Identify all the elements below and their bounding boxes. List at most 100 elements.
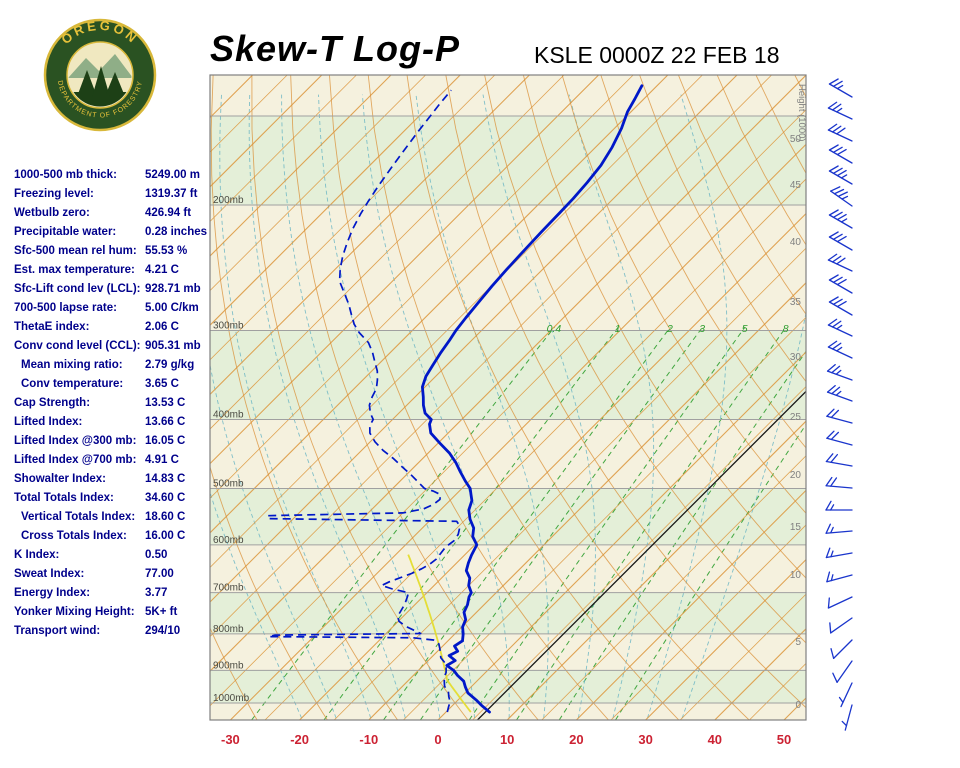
- index-label: 1000-500 mb thick:: [14, 169, 117, 181]
- index-row: Cross Totals Index: 16.00 C: [14, 527, 219, 546]
- wind-barb: [828, 209, 853, 229]
- mixing-ratio-line: [468, 326, 746, 720]
- wind-barb: [826, 430, 853, 446]
- dry-adiabat-line: [600, 75, 806, 449]
- index-label: Cap Strength:: [14, 397, 91, 409]
- isotherm-line: [472, 386, 806, 720]
- moist-adiabat-line: [361, 94, 510, 719]
- odf-logo: OREGON DEPARTMENT OF FORESTRY: [43, 18, 157, 132]
- index-value: 3.65 C: [145, 378, 179, 390]
- wind-barb: [841, 704, 853, 731]
- index-label: Total Totals Index:: [14, 492, 114, 504]
- x-axis-tick-label: 50: [777, 732, 791, 747]
- dry-adiabat-line: [639, 75, 806, 383]
- index-row: Sfc-Lift cond lev (LCL): 928.71 mb: [14, 280, 219, 299]
- isotherm-line: [264, 178, 806, 720]
- moist-adiabat-line: [210, 362, 337, 719]
- isotherm-line: [403, 316, 806, 720]
- x-axis-tick-label: -20: [290, 732, 309, 747]
- index-value: 294/10: [145, 625, 181, 637]
- index-label: Transport wind:: [14, 625, 101, 637]
- wind-barb: [828, 296, 853, 316]
- wind-barb: [830, 639, 853, 660]
- isotherm-line: [299, 212, 806, 720]
- band-green: [210, 330, 806, 420]
- index-value: 3.77: [145, 587, 168, 599]
- index-row: Conv temperature: 3.65 C: [14, 375, 219, 394]
- index-value: 2.06 C: [145, 321, 179, 333]
- isotherm-line: [819, 75, 960, 720]
- wind-barb: [828, 231, 853, 251]
- x-axis-tick-label: 30: [638, 732, 652, 747]
- wind-barb: [830, 186, 853, 207]
- isotherm-line: [210, 75, 496, 361]
- dry-adiabat-line: [523, 75, 806, 579]
- mixing-ratio-label: 3: [699, 323, 705, 335]
- isotherm-line: [210, 75, 634, 499]
- band-green: [210, 488, 806, 545]
- isotherm-line: [210, 75, 392, 257]
- pressure-label: 800mb: [213, 624, 244, 635]
- wind-barb: [827, 318, 853, 337]
- mixing-ratio-line: [251, 326, 555, 720]
- dry-adiabat-line: [367, 75, 680, 720]
- index-value: 16.00 C: [145, 530, 186, 542]
- index-label: Sfc-Lift cond lev (LCL):: [14, 283, 141, 295]
- index-value: 5K+ ft: [145, 606, 178, 618]
- wind-barb: [825, 476, 853, 489]
- isotherm-line: [506, 420, 806, 720]
- index-value: 13.66 C: [145, 416, 186, 428]
- index-row: Transport wind: 294/10: [14, 622, 219, 641]
- moist-adiabat-line: [248, 94, 406, 719]
- index-row: Yonker Mixing Height: 5K+ ft: [14, 603, 219, 622]
- wind-barb: [827, 123, 853, 142]
- isotherm-line: [210, 75, 738, 603]
- pressure-label: 300mb: [213, 320, 244, 331]
- index-row: Energy Index: 3.77: [14, 584, 219, 603]
- x-axis-tick-label: 40: [708, 732, 722, 747]
- mixing-ratio-label: 5: [742, 323, 748, 335]
- index-value: 1319.37 ft: [145, 188, 198, 200]
- index-value: 77.00: [145, 568, 174, 580]
- height-tick-label: 45: [790, 180, 802, 191]
- index-label: Freezing level:: [14, 188, 94, 200]
- isotherm-line: [210, 75, 323, 188]
- wind-barb: [832, 660, 853, 683]
- wind-barb: [826, 364, 853, 381]
- isotherm-line: [576, 489, 806, 720]
- height-tick-label: 25: [790, 412, 802, 423]
- pressure-label: 200mb: [213, 195, 244, 206]
- wind-barb: [828, 274, 853, 294]
- dry-adiabat-line: [911, 76, 960, 721]
- index-label: K Index:: [14, 549, 60, 561]
- wind-barb: [829, 617, 853, 634]
- wind-barb: [828, 78, 853, 98]
- index-value: 14.83 C: [145, 473, 186, 485]
- index-row: Vertical Totals Index: 18.60 C: [14, 508, 219, 527]
- index-row: Sfc-500 mean rel hum: 55.53 %: [14, 242, 219, 261]
- index-value: 16.05 C: [145, 435, 186, 447]
- mixing-ratio-line: [383, 326, 671, 720]
- index-label: Sweat Index:: [14, 568, 85, 580]
- dry-adiabat-line: [873, 76, 960, 721]
- dry-adiabat-line: [445, 75, 806, 709]
- wind-barb: [826, 385, 853, 402]
- dry-adiabat-line: [290, 75, 539, 720]
- index-value: 426.94 ft: [145, 207, 192, 219]
- moist-adiabat-line: [681, 310, 806, 719]
- x-axis-tick-label: -30: [221, 732, 240, 747]
- isotherm-line: [610, 524, 806, 720]
- index-row: Est. max temperature: 4.21 C: [14, 261, 219, 280]
- index-value: 928.71 mb: [145, 283, 201, 295]
- moist-adiabat-line: [568, 94, 655, 719]
- moist-adiabat-line: [219, 94, 372, 719]
- isotherm-line: [368, 282, 806, 720]
- index-row: Lifted Index @300 mb: 16.05 C: [14, 432, 219, 451]
- page-title: Skew-T Log-P: [210, 28, 461, 69]
- index-label: Showalter Index:: [14, 473, 107, 485]
- index-row: K Index: 0.50: [14, 546, 219, 565]
- index-label: Est. max temperature:: [14, 264, 135, 276]
- moist-adiabat-line: [647, 94, 728, 719]
- wind-barb: [838, 682, 853, 708]
- index-value: 18.60 C: [145, 511, 186, 523]
